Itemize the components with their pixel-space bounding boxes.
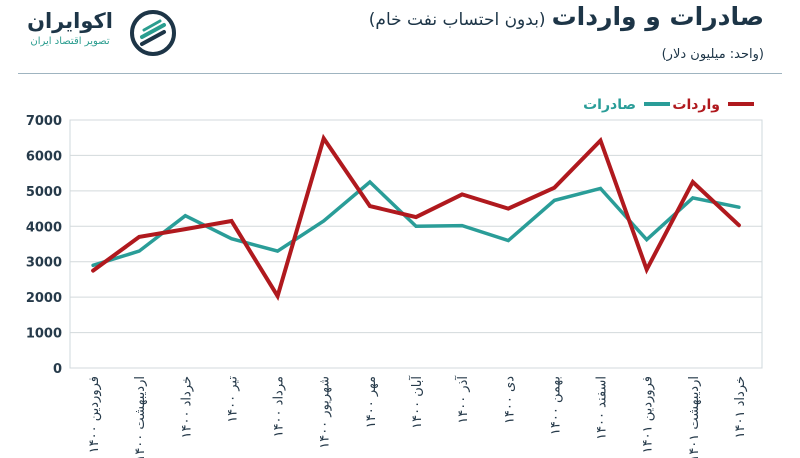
x-tick-label: اردیبهشت ۱۴۰۰ <box>133 376 148 458</box>
x-tick-label: فروردین ۱۴۰۰ <box>87 376 102 453</box>
chart-title-main: صادرات و واردات <box>551 2 764 31</box>
x-tick-label: مرداد ۱۴۰۰ <box>272 376 287 437</box>
ecoiran-logo-icon <box>130 10 176 56</box>
y-tick-label: 2000 <box>26 291 62 306</box>
brand-logo: اکوایران تصویر اقتصاد ایران <box>18 8 178 56</box>
brand-tagline: تصویر اقتصاد ایران <box>30 36 110 47</box>
chart-unit-label: (واحد: میلیون دلار) <box>661 47 764 62</box>
legend-label: صادرات <box>583 97 636 113</box>
y-tick-label: 5000 <box>26 185 62 200</box>
legend-label: واردات <box>672 97 720 113</box>
x-tick-label: فروردین ۱۴۰۱ <box>641 376 656 453</box>
chart-series <box>91 133 741 301</box>
x-tick-label: آذر ۱۴۰۰ <box>454 375 471 424</box>
legend-imports: واردات <box>672 97 754 113</box>
y-tick-label: 1000 <box>26 327 62 342</box>
x-tick-label: اسفند ۱۴۰۰ <box>595 376 610 440</box>
legend-exports: صادرات <box>583 97 670 113</box>
x-tick-label: تیر ۱۴۰۰ <box>225 376 240 423</box>
y-tick-label: 7000 <box>26 114 62 129</box>
x-tick-label: خرداد ۱۴۰۰ <box>179 376 194 438</box>
x-tick-label: بهمن ۱۴۰۰ <box>548 376 563 435</box>
chart-title: صادرات و واردات(بدون احتساب نفت خام) <box>369 2 764 31</box>
brand-text: اکوایران تصویر اقتصاد ایران <box>18 8 122 50</box>
chart-subtitle: (بدون احتساب نفت خام) <box>368 10 546 30</box>
y-tick-label: 4000 <box>26 220 62 235</box>
y-tick-label: 6000 <box>26 149 62 164</box>
x-axis: فروردین ۱۴۰۰ اردیبهشت ۱۴۰۰ خرداد ۱۴۰۰ تیر ۱… <box>87 375 748 458</box>
chart-legend: واردات صادرات <box>583 97 754 113</box>
y-tick-label: 0 <box>53 362 62 377</box>
x-tick-label: دی ۱۴۰۰ <box>502 376 517 424</box>
y-axis: 0 1000 2000 3000 4000 5000 6000 7000 <box>26 114 62 377</box>
brand-name: اکوایران <box>27 9 113 33</box>
x-tick-label: شهریور ۱۴۰۰ <box>318 376 333 449</box>
x-tick-label: مهر ۱۴۰۰ <box>364 376 379 428</box>
y-tick-label: 3000 <box>26 256 62 271</box>
x-tick-label: اردیبهشت ۱۴۰۱ <box>687 376 702 458</box>
x-tick-label: خرداد ۱۴۰۱ <box>733 376 748 438</box>
x-tick-label: آبان ۱۴۰۰ <box>408 375 425 429</box>
header-divider <box>18 73 782 74</box>
